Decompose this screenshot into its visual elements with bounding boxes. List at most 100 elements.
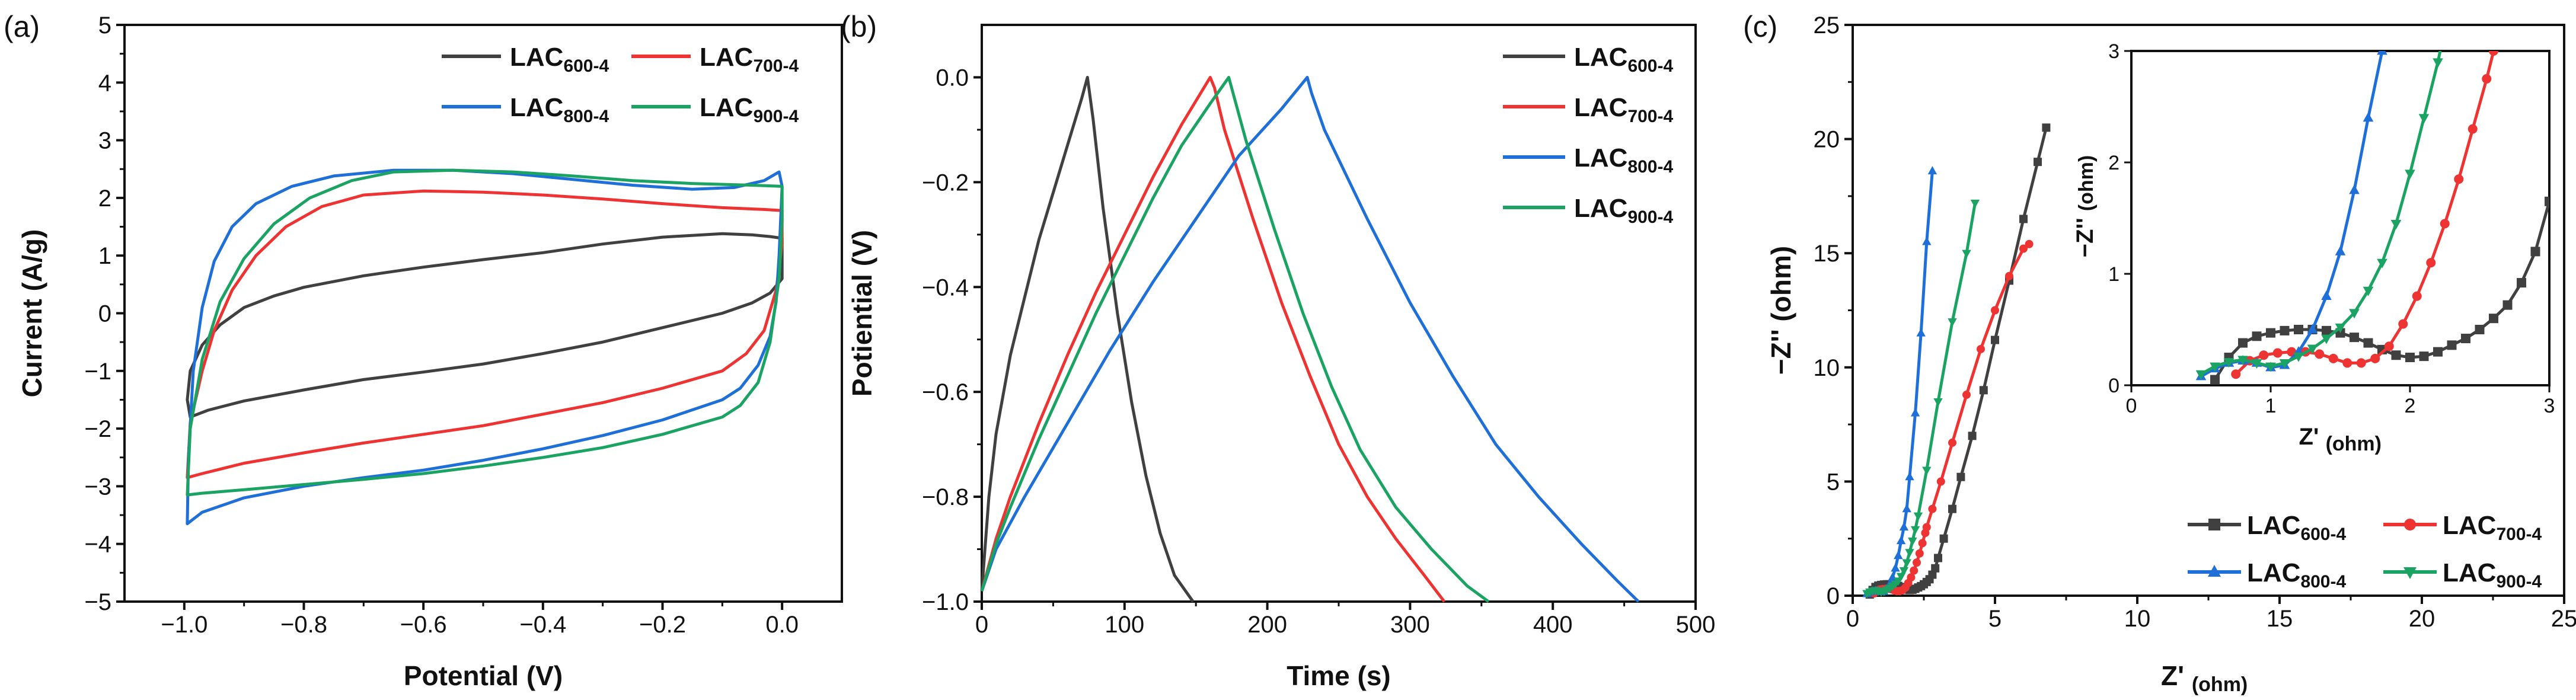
panel-c-series-lac600_4-point xyxy=(1948,504,1956,513)
panel-b-y-tick-label: −0.2 xyxy=(922,170,969,196)
panel-b-label: (b) xyxy=(841,10,877,43)
panel-a-series-lac800_4-line xyxy=(186,168,784,526)
panel-a-label: (a) xyxy=(4,10,40,43)
panel-b-legend-label: LAC700-4 xyxy=(1574,93,1673,126)
panel-c-inset-series-lac600_4-point xyxy=(2280,325,2290,335)
panel-b-x-tick-label: 400 xyxy=(1533,612,1573,638)
panel-c-inset-series-lac700_4-point xyxy=(2454,174,2464,184)
panel-c-y-tick-label: 25 xyxy=(1814,12,1840,39)
panel-b-x-tick-label: 300 xyxy=(1390,612,1430,638)
panel-c-inset-series-lac900_4-point xyxy=(2447,0,2457,1)
panel-c-inset-series-lac600_4-point xyxy=(2419,351,2429,362)
panel-a-y-tick-label: 1 xyxy=(98,243,111,269)
panel-c-inset-series-lac900_4-point xyxy=(2418,114,2430,124)
panel-c-series-lac700_4-point xyxy=(1936,477,1945,486)
panel-c-series-lac900_4-line xyxy=(1866,203,1977,595)
panel-c-y-tick-label: 20 xyxy=(1814,127,1840,153)
panel-a-y-axis-title: Current (A/g) xyxy=(17,229,47,398)
panel-b-series-lac600_4-line xyxy=(980,76,1195,603)
panel-c-inset-series-lac700_4-point xyxy=(2272,348,2283,358)
panel-b-x-tick-label: 0 xyxy=(975,612,988,638)
panel-c-inset-series-lac600_4-point xyxy=(2391,350,2401,360)
panel-c-inset-series-lac800_4-point xyxy=(2363,112,2374,122)
panel-c-series-lac900_4-point xyxy=(1908,537,1917,546)
panel-c-inset-series-lac700_4-point xyxy=(2412,291,2422,301)
panel-c-legend-label: LAC600-4 xyxy=(2247,511,2346,544)
panel-c-inset-series-lac600_4-point xyxy=(2502,300,2513,310)
panel-c-legend-marker xyxy=(2404,519,2416,530)
panel-c-series-lac600_4-point xyxy=(1968,431,1977,440)
panel-a-y-tick-label: 2 xyxy=(98,186,111,212)
panel-c-legend-marker xyxy=(2208,565,2221,577)
panel-c-legend-marker xyxy=(2208,519,2220,530)
panel-a-x-tick-label: −0.2 xyxy=(639,612,686,638)
panel-c-y-tick-label: 5 xyxy=(1827,469,1840,495)
panel-c-inset-series-lac900_4-point xyxy=(2265,362,2276,372)
panel-c-inset-series-lac800_4-point xyxy=(2377,51,2387,55)
panel-a-y-tick-label: −5 xyxy=(84,589,111,615)
panel-b-y-tick-label: −0.6 xyxy=(922,379,969,405)
panel-c-inset-series-lac600_4-point xyxy=(2489,314,2498,324)
panel-c-x-tick-label: 25 xyxy=(2551,606,2576,632)
panel-c-series-lac900_4-point xyxy=(1896,573,1906,581)
panel-c-inset-series-lac900_4-point xyxy=(2349,309,2360,319)
panel-c-inset-series-lac700_4-point xyxy=(2426,258,2436,268)
panel-c-inset-series-lac600_4-point xyxy=(2363,338,2373,348)
panel-c-x-tick-label: 15 xyxy=(2267,606,2293,632)
panel-c-series-lac700_4-point xyxy=(1913,558,1921,567)
panel-a-series-lac900_4-line xyxy=(186,168,784,497)
panel-c-series-lac800_4-point xyxy=(1891,563,1900,572)
panel-a-legend-label: LAC900-4 xyxy=(700,93,799,126)
panel-c-inset-series-lac600_4-point xyxy=(2350,333,2359,343)
panel-a-y-tick-label: −4 xyxy=(84,532,111,558)
panel-c-series-lac700_4-point xyxy=(1977,344,1985,353)
panel-c-series-lac700_4-point xyxy=(1915,549,1924,558)
panel-c-inset-series-lac700_4-point xyxy=(2440,219,2450,229)
panel-b-x-tick-label: 500 xyxy=(1676,612,1716,638)
panel-c-inset-x-tick-label: 1 xyxy=(2265,395,2277,417)
panel-c-inset-series-lac900_4-point xyxy=(2405,170,2415,180)
panel-c-label: (c) xyxy=(1743,10,1777,43)
panel-c-series-lac600_4-point xyxy=(2042,123,2051,132)
panel-c-series-lac700_4-point xyxy=(1948,438,1956,447)
panel-c-series-lac700_4-point xyxy=(1922,523,1931,532)
panel-c-inset-series-lac600_4-point xyxy=(2530,247,2540,257)
panel-c-series-lac900_4-point xyxy=(1913,512,1923,521)
panel-c-inset-series-lac900_4-point xyxy=(2433,58,2443,68)
panel-c-inset-series-lac600_4-point xyxy=(2405,353,2415,362)
panel-c-inset-x-tick-label: 3 xyxy=(2544,395,2555,417)
panel-c-legend-label: LAC800-4 xyxy=(2247,558,2346,592)
panel-c-series-lac600_4-point xyxy=(2019,215,2028,223)
panel-c-inset-series-lac900_4-point xyxy=(2195,370,2207,380)
panel-c-inset-series-lac700_4-point xyxy=(2259,350,2269,360)
panel-c-series-lac600_4-line xyxy=(1868,127,2048,596)
panel-c-inset-series-lac900_4-point xyxy=(2251,359,2262,369)
panel-c-series-lac600_4-point xyxy=(1931,564,1940,573)
panel-c-legend-marker xyxy=(2403,567,2417,579)
panel-c-series-lac800_4-point xyxy=(1916,328,1926,337)
panel-c-inset-series-lac600_4-point xyxy=(2210,375,2220,385)
panel-a-cv-chart: (a) −1.0 −0.8 −0.6 −0.4 −0.2 0.0 −5 −4 −3 −2 −1 0 1 2 3… xyxy=(4,10,843,691)
panel-c-series-lac900_4-point xyxy=(1948,318,1957,327)
panel-c-series-lac900_4-point xyxy=(1970,199,1980,208)
panel-c-inset-series-lac900_4-point xyxy=(2321,334,2332,344)
panel-c-x-tick-label: 5 xyxy=(1988,606,2002,632)
panel-c-series-lac900_4-point xyxy=(1899,567,1909,576)
panel-b-legend-label: LAC900-4 xyxy=(1574,194,1673,227)
panel-a-series-lac600_4-line xyxy=(186,232,784,419)
panel-c-inset-series-lac900_4-point xyxy=(2335,323,2346,333)
panel-c-x-tick-label: 20 xyxy=(2409,606,2435,632)
panel-c-series-lac900_4-point xyxy=(1933,398,1943,407)
panel-a-x-tick-label: −0.4 xyxy=(519,612,566,638)
panel-a-series-lac700_4-line xyxy=(186,189,784,480)
panel-c-inset-series-lac900_4-point xyxy=(2237,356,2248,366)
panel-c-inset-y-tick-label: 3 xyxy=(2108,40,2119,63)
panel-c-series-lac600_4-point xyxy=(1934,554,1942,562)
panel-c-inset-series-lac700_4-point xyxy=(2489,51,2498,56)
panel-c-y-tick-label: 10 xyxy=(1814,355,1840,381)
panel-b-y-axis-title: Potiential (V) xyxy=(847,230,877,397)
panel-c-x-tick-label: 10 xyxy=(2124,606,2151,632)
panel-c-y-axis-title: −Z'' (ohm) xyxy=(1766,246,1796,375)
